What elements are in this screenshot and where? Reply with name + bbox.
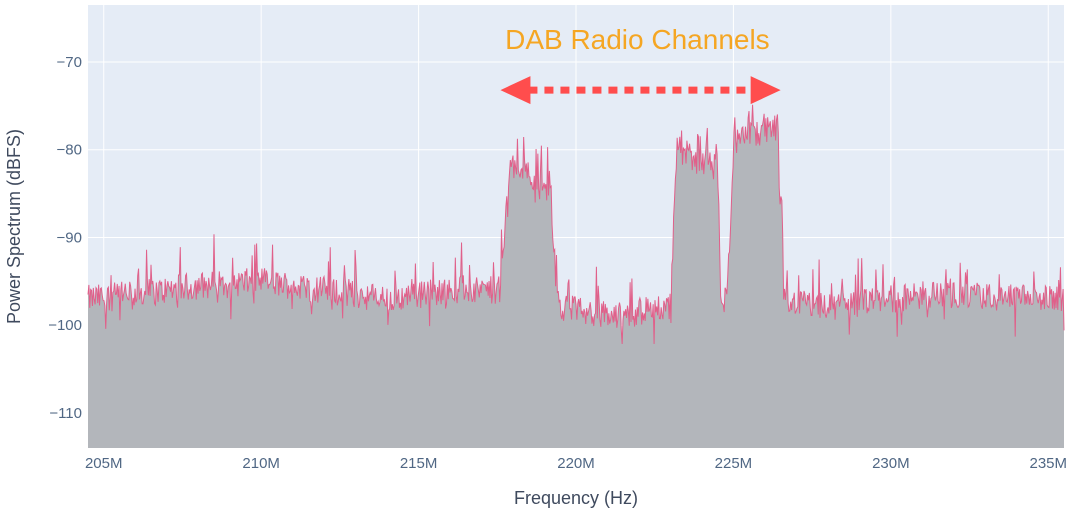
spectrum-series bbox=[87, 104, 1065, 448]
x-tick-label: 215M bbox=[400, 455, 438, 472]
annotation-text: DAB Radio Channels bbox=[505, 24, 770, 55]
y-axis-ticks: −110 −100 −90 −80 −70 bbox=[48, 54, 82, 422]
spectrum-fill bbox=[88, 104, 1064, 448]
y-tick-label: −80 bbox=[57, 142, 82, 159]
y-tick-label: −90 bbox=[57, 229, 82, 246]
x-tick-label: 225M bbox=[715, 455, 753, 472]
x-tick-label: 210M bbox=[242, 455, 280, 472]
annotation-arrow-left-head bbox=[500, 76, 531, 105]
x-tick-label: 230M bbox=[872, 455, 910, 472]
y-axis-title: Power Spectrum (dBFS) bbox=[4, 129, 24, 324]
y-tick-label: −70 bbox=[57, 54, 82, 71]
y-tick-label: −110 bbox=[49, 405, 82, 422]
spectrum-line bbox=[87, 104, 1065, 345]
dab-annotation: DAB Radio Channels bbox=[500, 24, 781, 105]
y-tick-label: −100 bbox=[48, 317, 82, 334]
x-tick-label: 235M bbox=[1029, 455, 1067, 472]
x-tick-label: 220M bbox=[557, 455, 595, 472]
x-tick-label: 205M bbox=[85, 455, 123, 472]
annotation-arrow-right-head bbox=[750, 76, 781, 105]
x-axis-ticks: 205M 210M 215M 220M 225M 230M 235M bbox=[85, 455, 1067, 472]
x-axis-title: Frequency (Hz) bbox=[514, 488, 638, 508]
